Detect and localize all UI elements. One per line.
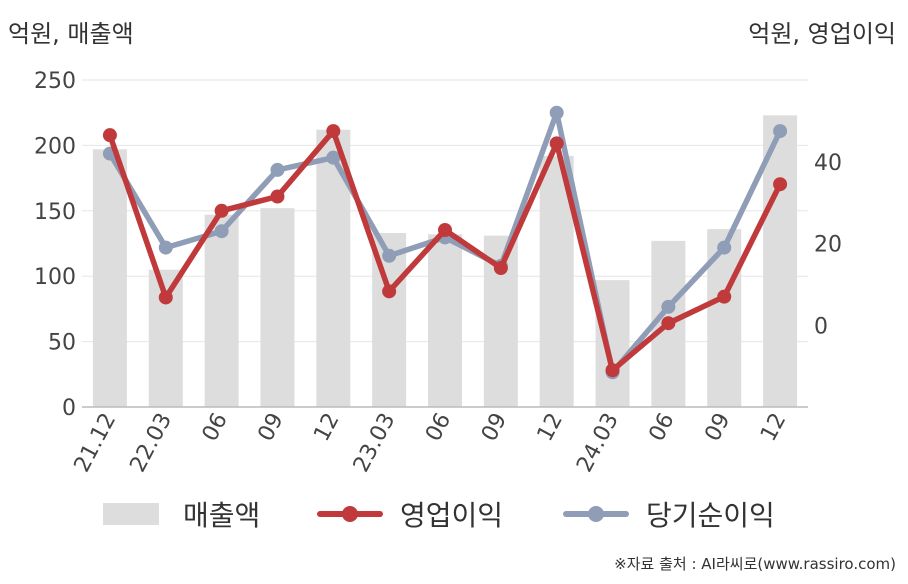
data-point	[717, 240, 732, 255]
right-tick-label: 0	[814, 314, 828, 339]
legend-swatch	[103, 503, 159, 525]
bar	[428, 234, 462, 407]
legend-label: 당기순이익	[646, 499, 775, 532]
data-point	[382, 284, 397, 299]
x-tick-label: 23.03	[349, 409, 401, 476]
left-tick-label: 150	[34, 200, 76, 225]
bar	[595, 280, 630, 407]
x-tick-label: 06	[421, 409, 456, 445]
data-point	[158, 290, 173, 305]
right-axis-unit-label: 억원, 영업이익	[748, 20, 896, 48]
data-point	[326, 124, 341, 139]
legend-label: 영업이익	[400, 499, 503, 532]
source-note: ※자료 출처 : AI라씨로(www.rassiro.com)	[614, 555, 896, 573]
data-point	[717, 289, 732, 304]
x-tick-label: 12	[756, 409, 791, 445]
left-tick-label: 0	[62, 396, 76, 421]
x-tick-label: 21.12	[70, 409, 122, 476]
x-tick-label: 12	[309, 409, 344, 445]
x-tick-label: 22.03	[125, 409, 177, 476]
bar	[763, 115, 798, 407]
left-tick-label: 200	[34, 134, 76, 159]
x-tick-label: 06	[644, 409, 679, 445]
data-point	[773, 177, 788, 192]
x-tick-label: 06	[198, 409, 233, 445]
legend-marker	[342, 506, 358, 522]
data-point	[102, 128, 117, 143]
data-point	[661, 316, 676, 331]
legend-label: 매출액	[183, 499, 260, 532]
left-tick-label: 100	[34, 265, 76, 290]
x-tick-label: 24.03	[572, 409, 624, 476]
left-tick-label: 250	[34, 69, 76, 94]
data-point	[549, 105, 564, 120]
x-tick-label: 09	[700, 409, 735, 445]
right-tick-label: 20	[814, 233, 842, 258]
data-point	[773, 124, 788, 139]
bar	[260, 208, 295, 407]
left-axis-unit-label: 억원, 매출액	[8, 20, 134, 48]
data-point	[549, 136, 564, 151]
left-tick-label: 50	[48, 331, 76, 356]
data-point	[270, 189, 285, 204]
data-point	[158, 240, 173, 255]
x-tick-label: 12	[533, 409, 568, 445]
data-point	[605, 363, 620, 378]
data-point	[438, 223, 452, 238]
data-point	[382, 248, 397, 263]
bar	[204, 214, 239, 407]
bar	[707, 229, 742, 407]
legend-marker	[588, 506, 604, 522]
data-point	[214, 203, 229, 218]
data-point	[214, 224, 229, 239]
bar	[92, 149, 127, 407]
x-tick-label: 09	[254, 409, 289, 445]
x-tick-label: 09	[477, 409, 512, 445]
data-point	[493, 261, 508, 276]
data-point	[270, 162, 285, 177]
data-point	[661, 299, 676, 314]
right-tick-label: 40	[814, 151, 842, 176]
data-point	[326, 150, 341, 165]
